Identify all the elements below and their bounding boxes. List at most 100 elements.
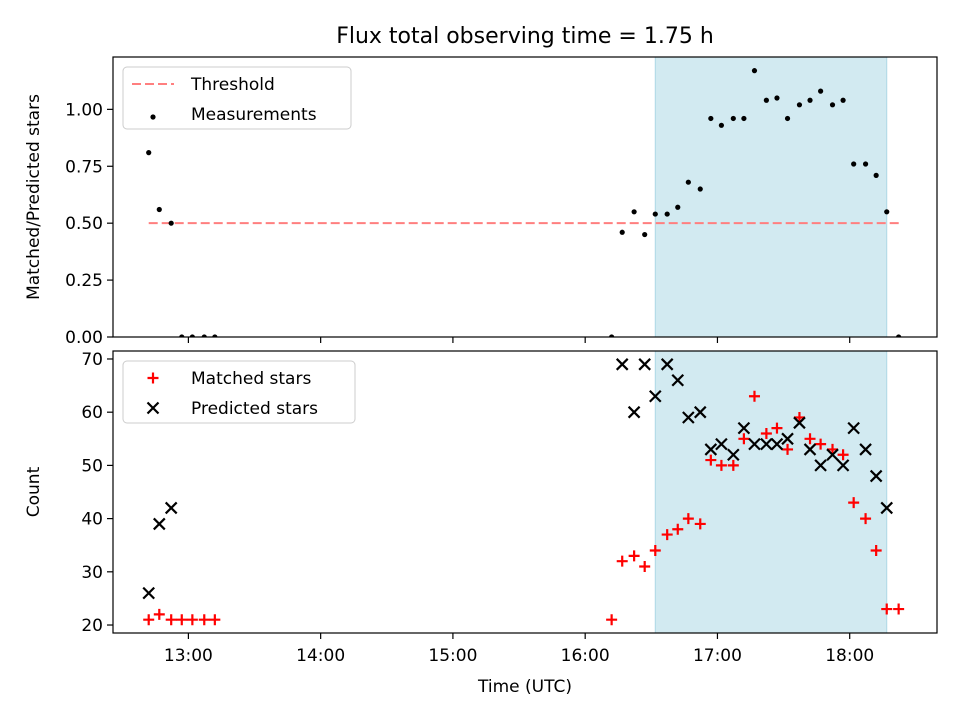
chart-title: Flux total observing time = 1.75 h	[336, 24, 714, 49]
predicted-star-point	[153, 517, 166, 531]
predicted-star-point	[781, 432, 794, 446]
measurement-point	[212, 334, 218, 337]
predicted-star-point	[704, 443, 718, 456]
matched-star-point	[672, 523, 684, 535]
predicted-star-point	[880, 501, 894, 515]
matched-star-point	[893, 603, 905, 615]
predicted-star-point	[847, 421, 860, 435]
measurement-point	[796, 102, 803, 108]
matched-star-point	[771, 422, 783, 434]
measurement-point	[609, 334, 615, 337]
predicted-star-point	[715, 437, 728, 451]
observing-span	[654, 56, 888, 338]
predicted-star-point	[164, 501, 178, 515]
observing-span	[654, 350, 888, 634]
matched-star-point	[738, 433, 750, 445]
predicted-star-point	[660, 358, 674, 371]
matched-star-point	[628, 550, 640, 562]
matched-star-point	[837, 449, 849, 461]
measurement-point	[851, 161, 857, 167]
matched-star-point	[848, 497, 860, 509]
y-tick-label: 20	[81, 616, 103, 636]
x-tick-label: 17:00	[693, 646, 742, 666]
matched-star-point	[209, 614, 221, 626]
legend-label: Predicted stars	[191, 399, 318, 419]
x-tick-label: 15:00	[428, 646, 477, 666]
matched-star-point	[616, 555, 628, 567]
measurement-point	[774, 95, 780, 101]
matched-star-point	[176, 614, 188, 626]
measurement-point	[730, 115, 736, 122]
measurement-point	[873, 172, 879, 178]
y-tick-label: 0.50	[65, 214, 103, 234]
x-tick-label: 18:00	[825, 646, 874, 666]
measurement-point	[146, 150, 152, 156]
matched-star-point	[649, 545, 661, 557]
legend-box	[122, 360, 356, 424]
matched-star-point	[860, 513, 872, 525]
predicted-star-point	[814, 459, 827, 472]
measurement-point	[862, 161, 869, 167]
x-tick-label: 13:00	[164, 646, 213, 666]
matched-star-point	[760, 427, 772, 439]
measurement-point	[675, 204, 681, 210]
measurement-point	[708, 115, 714, 122]
measurement-point	[189, 334, 195, 337]
predicted-star-point	[615, 358, 629, 371]
predicted-star-point	[836, 459, 850, 472]
measurement-point	[652, 211, 658, 217]
y-tick-label: 30	[81, 563, 103, 583]
measurement-point	[784, 115, 791, 122]
matched-star-point	[804, 433, 816, 445]
measurement-point	[829, 102, 836, 108]
predicted-star-point	[727, 448, 740, 462]
matched-star-point	[694, 518, 706, 530]
matched-star-point	[727, 459, 739, 471]
matched-star-point	[870, 545, 882, 557]
predicted-star-point	[803, 443, 817, 456]
matched-star-point	[881, 603, 893, 615]
matched-star-point	[748, 390, 760, 402]
legend: Matched stars Predicted stars	[122, 360, 356, 424]
measurement-point	[631, 209, 637, 215]
bottom-panel: 20 30 40 50 60 70 13:00 14:00 15:00 16:00 17:00 18:…	[24, 350, 938, 697]
predicted-star-point	[793, 416, 806, 430]
y-tick-label: 0.25	[65, 271, 103, 291]
predicted-star-point	[693, 405, 707, 419]
legend-label: Matched stars	[191, 369, 311, 389]
measurement-point	[884, 209, 890, 215]
legend-label: Threshold	[190, 75, 275, 95]
legend: Threshold Measurements	[122, 66, 352, 130]
matched-star-point	[715, 459, 727, 471]
measurement-point	[685, 179, 691, 185]
data-layer	[142, 358, 905, 626]
matched-star-point	[186, 614, 198, 626]
matched-star-point	[661, 529, 673, 541]
measurement-point	[168, 220, 174, 226]
predicted-star-point	[770, 437, 784, 451]
predicted-star-point	[869, 469, 883, 483]
predicted-star-point	[649, 389, 662, 403]
measurement-point	[751, 68, 758, 74]
x-tick-label: 16:00	[561, 646, 610, 666]
axes-frame	[112, 350, 938, 634]
measurement-point	[818, 88, 824, 94]
matched-star-point	[606, 614, 618, 626]
matched-star-point	[682, 513, 694, 525]
x-tick-label: 14:00	[296, 646, 345, 666]
y-tick-label: 0.00	[65, 328, 103, 348]
measurement-point	[664, 211, 670, 217]
predicted-star-point	[142, 586, 155, 600]
measurement-point	[179, 334, 185, 337]
measurement-point	[807, 97, 813, 103]
measurement-point	[642, 231, 648, 238]
matched-star-point	[198, 614, 210, 626]
y-tick-label: 60	[81, 403, 103, 423]
y-tick-label: 70	[81, 350, 103, 370]
predicted-star-point	[682, 411, 695, 424]
y-tick-label: 0.75	[65, 157, 103, 177]
axes-frame	[112, 56, 938, 338]
y-axis-label: Matched/Predicted stars	[24, 94, 44, 300]
top-panel: 0.00 0.25 0.50 0.75 1.00 Matched/Predicted st…	[24, 56, 938, 348]
